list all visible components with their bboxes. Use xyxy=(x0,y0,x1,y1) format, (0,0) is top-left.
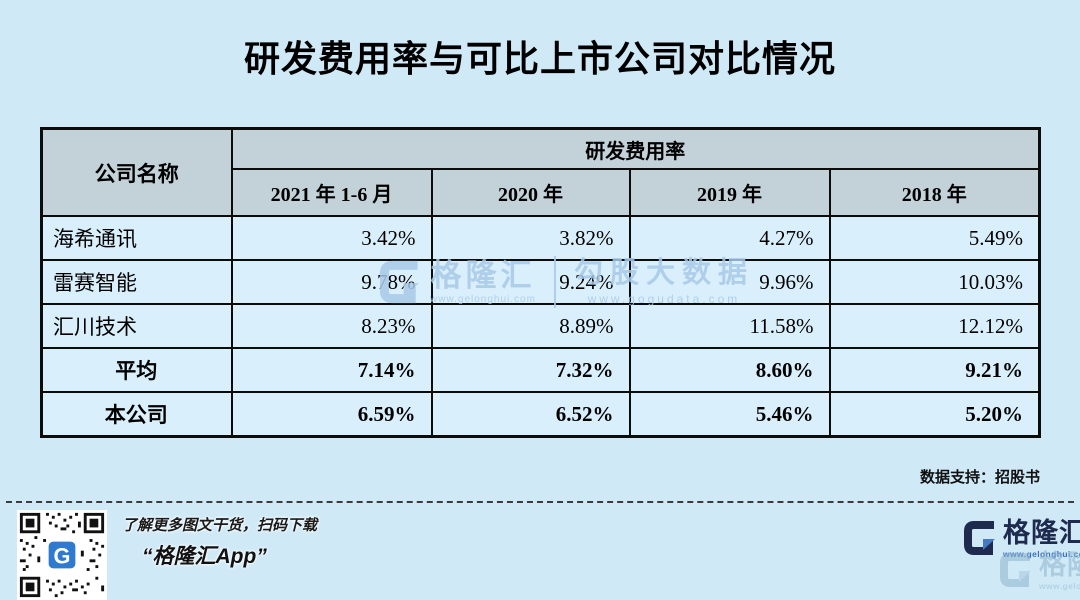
logo-shadow-url: www.gelonghui.com xyxy=(1039,581,1080,591)
data-source-note: 数据支持：招股书 xyxy=(919,469,1040,486)
value-cell-2021h1: 3.42% xyxy=(230,215,433,261)
value-cell-2019: 11.58% xyxy=(628,303,831,349)
table-row: 雷赛智能 9.78% 9.24% 9.96% 10.03% xyxy=(40,259,1041,305)
value-cell-2021h1: 8.23% xyxy=(230,303,433,349)
table-row: 海希通讯 3.42% 3.82% 4.27% 5.49% xyxy=(40,215,1041,261)
header-period-2018: 2018 年 xyxy=(828,168,1041,217)
dashed-divider xyxy=(6,501,1074,503)
gelonghui-g-icon xyxy=(964,521,995,555)
logo-shadow-text: 格隆汇 xyxy=(1039,550,1080,580)
qr-code-image: G xyxy=(17,510,107,600)
gelonghui-logo-shadow: 格隆汇 www.gelonghui.com xyxy=(999,552,1080,591)
comparison-table-wrapper: 公司名称 研发费用率 2021 年 1-6 月 2020 年 2019 年 20… xyxy=(40,127,1041,438)
qr-caption-line2: “格隆汇App” xyxy=(142,545,267,568)
header-company-name: 公司名称 xyxy=(40,127,233,217)
company-name-cell: 雷赛智能 xyxy=(40,259,233,305)
value-cell-2020: 9.24% xyxy=(430,259,631,305)
value-cell-2021h1: 7.14% xyxy=(230,347,433,393)
logo-brand-text: 格隆汇 xyxy=(1003,518,1080,548)
company-name-cell: 平均 xyxy=(40,347,233,393)
value-cell-2018: 5.49% xyxy=(828,215,1041,261)
value-cell-2018: 12.12% xyxy=(828,303,1041,349)
value-cell-2019: 4.27% xyxy=(628,215,831,261)
page-title: 研发费用率与可比上市公司对比情况 xyxy=(243,38,836,79)
value-cell-2020: 3.82% xyxy=(430,215,631,261)
infographic-page: { "chart_data": { "type": "table", "titl… xyxy=(6,38,1080,600)
table-body: 海希通讯 3.42% 3.82% 4.27% 5.49% 雷赛智能 9.78% … xyxy=(40,215,1041,438)
header-period-2020: 2020 年 xyxy=(430,168,631,217)
table-row: 平均 7.14% 7.32% 8.60% 9.21% xyxy=(40,347,1041,393)
company-name-cell: 汇川技术 xyxy=(40,303,233,349)
comparison-table: 公司名称 研发费用率 2021 年 1-6 月 2020 年 2019 年 20… xyxy=(40,127,1041,438)
gelonghui-g-icon xyxy=(1000,553,1031,587)
table-row: 汇川技术 8.23% 8.89% 11.58% 12.12% xyxy=(40,303,1041,349)
value-cell-2020: 6.52% xyxy=(430,391,631,438)
gelonghui-logo: 格隆汇 www.gelonghui.com xyxy=(963,520,1080,559)
qr-code: G xyxy=(17,510,107,600)
value-cell-2020: 8.89% xyxy=(430,303,631,349)
header-period-2021h1: 2021 年 1-6 月 xyxy=(230,168,433,217)
logo-brand-url: www.gelonghui.com xyxy=(1003,549,1080,559)
table-header: 公司名称 研发费用率 2021 年 1-6 月 2020 年 2019 年 20… xyxy=(40,127,1041,217)
header-period-2019: 2019 年 xyxy=(628,168,831,217)
value-cell-2021h1: 6.59% xyxy=(230,391,433,438)
company-name-cell: 海希通讯 xyxy=(40,215,233,261)
value-cell-2018: 9.21% xyxy=(828,347,1041,393)
company-name-cell: 本公司 xyxy=(40,391,233,438)
header-group-rnd-expense-rate: 研发费用率 xyxy=(230,127,1041,170)
svg-text:G: G xyxy=(54,543,71,568)
value-cell-2020: 7.32% xyxy=(430,347,631,393)
value-cell-2019: 5.46% xyxy=(628,391,831,438)
table-row: 本公司 6.59% 6.52% 5.46% 5.20% xyxy=(40,391,1041,438)
value-cell-2019: 9.96% xyxy=(628,259,831,305)
value-cell-2018: 5.20% xyxy=(828,391,1041,438)
value-cell-2018: 10.03% xyxy=(828,259,1041,305)
value-cell-2021h1: 9.78% xyxy=(230,259,433,305)
qr-caption-line1: 了解更多图文干货，扫码下载 xyxy=(122,517,318,534)
value-cell-2019: 8.60% xyxy=(628,347,831,393)
